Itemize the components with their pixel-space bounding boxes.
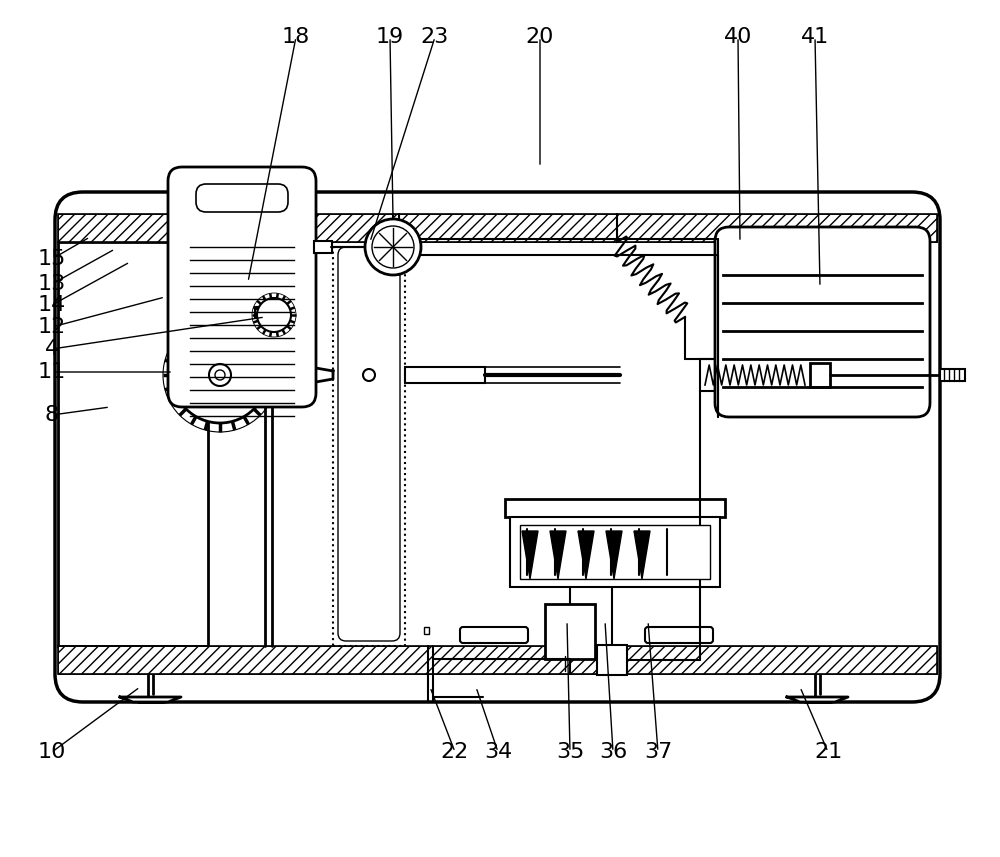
- Text: 18: 18: [282, 27, 310, 47]
- FancyBboxPatch shape: [338, 247, 400, 641]
- Bar: [597, 645, 627, 675]
- Text: 14: 14: [38, 295, 66, 315]
- Polygon shape: [550, 531, 566, 579]
- Text: 12: 12: [38, 317, 66, 337]
- Text: 8: 8: [45, 405, 59, 425]
- Polygon shape: [120, 697, 181, 702]
- Bar: [58, 242, 208, 646]
- FancyBboxPatch shape: [196, 184, 288, 212]
- Text: 37: 37: [644, 742, 672, 762]
- Text: 21: 21: [814, 742, 842, 762]
- Text: 40: 40: [724, 27, 752, 47]
- Bar: [58, 646, 937, 674]
- Text: 35: 35: [556, 742, 584, 762]
- Bar: [510, 517, 720, 587]
- Bar: [505, 499, 725, 517]
- Text: 22: 22: [441, 742, 469, 762]
- Bar: [255, 307, 283, 317]
- Bar: [545, 604, 595, 659]
- FancyBboxPatch shape: [715, 227, 930, 417]
- Circle shape: [257, 298, 291, 332]
- Circle shape: [372, 226, 414, 268]
- Bar: [405, 367, 485, 383]
- FancyBboxPatch shape: [168, 167, 316, 407]
- Polygon shape: [606, 531, 622, 579]
- Bar: [333, 242, 405, 646]
- Bar: [314, 241, 332, 253]
- Bar: [58, 646, 937, 674]
- Text: 23: 23: [421, 27, 449, 47]
- Text: 36: 36: [599, 742, 627, 762]
- Text: 11: 11: [38, 362, 66, 382]
- Circle shape: [215, 370, 225, 380]
- FancyBboxPatch shape: [645, 627, 713, 643]
- Text: 13: 13: [38, 274, 66, 294]
- Polygon shape: [787, 697, 848, 702]
- Text: 15: 15: [38, 249, 66, 269]
- Text: 4: 4: [45, 339, 59, 359]
- Text: 19: 19: [376, 27, 404, 47]
- Text: 10: 10: [38, 742, 66, 762]
- FancyBboxPatch shape: [460, 627, 528, 643]
- Bar: [424, 627, 429, 634]
- Polygon shape: [253, 357, 333, 393]
- Bar: [700, 359, 810, 391]
- Bar: [58, 214, 937, 242]
- Bar: [520, 525, 710, 579]
- FancyBboxPatch shape: [55, 192, 940, 702]
- Text: 20: 20: [526, 27, 554, 47]
- Bar: [58, 214, 937, 242]
- Text: 34: 34: [484, 742, 512, 762]
- Circle shape: [172, 327, 268, 423]
- Text: 41: 41: [801, 27, 829, 47]
- Circle shape: [365, 219, 421, 275]
- Polygon shape: [578, 531, 594, 579]
- Polygon shape: [522, 531, 538, 579]
- Bar: [940, 369, 965, 381]
- Bar: [810, 363, 830, 387]
- Circle shape: [209, 364, 231, 386]
- Circle shape: [363, 369, 375, 381]
- Polygon shape: [634, 531, 650, 579]
